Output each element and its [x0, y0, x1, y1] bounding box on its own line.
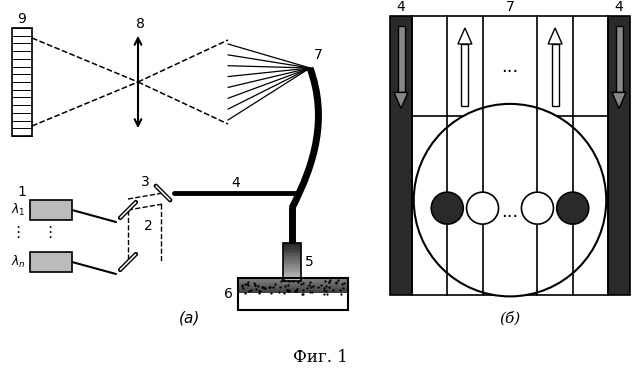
Bar: [283, 243, 301, 281]
Polygon shape: [154, 184, 172, 202]
Text: 8: 8: [136, 17, 145, 31]
Bar: [238, 292, 348, 294]
Bar: [283, 279, 301, 281]
Bar: [283, 262, 301, 264]
Bar: [616, 26, 623, 92]
Bar: [283, 264, 301, 266]
Text: 9: 9: [17, 12, 26, 26]
Bar: [283, 268, 301, 270]
Bar: [283, 258, 301, 260]
Bar: [283, 266, 301, 268]
Text: 1: 1: [17, 185, 26, 199]
Text: $\lambda_1$: $\lambda_1$: [12, 202, 26, 218]
Bar: [238, 278, 348, 280]
Circle shape: [557, 192, 589, 224]
Text: ...: ...: [501, 58, 518, 76]
Bar: [238, 280, 348, 283]
Bar: [283, 271, 301, 273]
Text: (б): (б): [499, 311, 520, 325]
Bar: [461, 44, 468, 106]
Bar: [412, 16, 608, 295]
Text: 3: 3: [141, 175, 149, 189]
Bar: [238, 290, 348, 292]
Bar: [283, 260, 301, 262]
Bar: [238, 284, 348, 287]
Text: $\lambda_n$: $\lambda_n$: [11, 254, 26, 270]
Text: 4: 4: [614, 0, 623, 14]
Bar: [283, 277, 301, 279]
Circle shape: [522, 192, 554, 224]
Polygon shape: [612, 92, 626, 108]
Bar: [30, 200, 72, 220]
Polygon shape: [458, 28, 472, 44]
Bar: [238, 286, 348, 289]
Bar: [12, 28, 32, 136]
Text: 4: 4: [231, 176, 240, 190]
Text: ...: ...: [501, 203, 518, 221]
Circle shape: [467, 192, 499, 224]
Text: 7: 7: [314, 48, 323, 62]
Bar: [283, 251, 301, 253]
Bar: [283, 256, 301, 258]
Bar: [283, 247, 301, 249]
Text: ⋮: ⋮: [10, 226, 26, 240]
Bar: [390, 16, 412, 295]
Bar: [283, 273, 301, 275]
Bar: [283, 275, 301, 277]
Bar: [552, 44, 559, 106]
Polygon shape: [118, 201, 138, 219]
Bar: [397, 26, 404, 92]
Bar: [283, 253, 301, 255]
Bar: [283, 270, 301, 271]
Bar: [238, 293, 348, 310]
Bar: [238, 288, 348, 291]
Text: 6: 6: [223, 287, 232, 301]
Text: 5: 5: [305, 255, 314, 269]
Polygon shape: [118, 253, 138, 271]
Bar: [238, 282, 348, 285]
Polygon shape: [548, 28, 562, 44]
Bar: [30, 252, 72, 272]
Text: 2: 2: [143, 219, 152, 233]
Circle shape: [413, 104, 606, 296]
Text: ⋮: ⋮: [42, 226, 58, 240]
Text: 4: 4: [397, 0, 405, 14]
Text: Фиг. 1: Фиг. 1: [292, 350, 348, 366]
Polygon shape: [394, 92, 408, 108]
Bar: [283, 245, 301, 247]
Bar: [238, 278, 348, 310]
Bar: [283, 255, 301, 256]
Text: 7: 7: [506, 0, 515, 14]
Text: (а): (а): [179, 310, 201, 325]
Circle shape: [431, 192, 463, 224]
Bar: [283, 243, 301, 245]
Bar: [608, 16, 630, 295]
Bar: [283, 249, 301, 251]
